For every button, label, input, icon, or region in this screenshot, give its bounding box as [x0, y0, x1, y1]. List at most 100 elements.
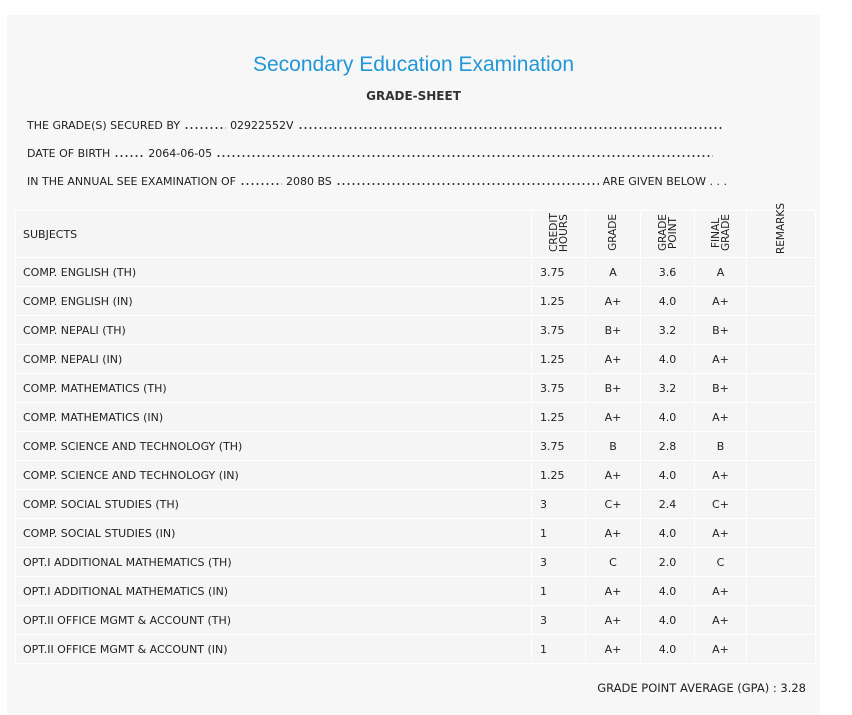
- grade-cell: 1.25: [531, 286, 586, 317]
- grade-cell: 3: [531, 489, 586, 520]
- remarks-cell: [746, 373, 816, 404]
- info-value: 2064-06-05: [148, 147, 213, 160]
- column-header: GRADE POINT: [640, 209, 695, 259]
- grade-cell: A+: [585, 286, 641, 317]
- grade-cell: 1.25: [531, 402, 586, 433]
- grade-cell: B+: [694, 315, 747, 346]
- grade-cell: A+: [585, 576, 641, 607]
- table-row: COMP. SCIENCE AND TECHNOLOGY (TH) 3.75 B 2.…: [15, 431, 816, 462]
- table-row: COMP. SOCIAL STUDIES (TH) 3 C+ 2.4 C+: [15, 489, 816, 520]
- info-value: 2080 BS: [285, 175, 332, 188]
- remarks-cell: [746, 518, 816, 549]
- subject-cell: OPT.I ADDITIONAL MATHEMATICS (IN): [15, 576, 532, 607]
- subject-cell: COMP. SOCIAL STUDIES (IN): [15, 518, 532, 549]
- column-header-text: CREDIT HOURS: [547, 213, 570, 252]
- grade-table: SUBJECTS CREDIT HOURS GRADE GRADE POINT FINA…: [15, 203, 816, 665]
- column-header: CREDIT HOURS: [531, 209, 586, 259]
- grade-cell: C: [585, 547, 641, 578]
- table-row: COMP. NEPALI (IN) 1.25 A+ 4.0 A+: [15, 344, 816, 375]
- subject-cell: COMP. MATHEMATICS (TH): [15, 373, 532, 404]
- subject-cell: COMP. ENGLISH (TH): [15, 257, 532, 288]
- table-body: COMP. ENGLISH (TH) 3.75 A 3.6 A COMP. ENGLISH…: [15, 257, 816, 665]
- grade-cell: A+: [694, 344, 747, 375]
- grade-cell: 3: [531, 605, 586, 636]
- dots: [297, 127, 723, 129]
- grade-sheet-panel: Secondary Education Examination GRADE-SH…: [7, 15, 820, 715]
- remarks-cell: [746, 257, 816, 288]
- subject-cell: COMP. SCIENCE AND TECHNOLOGY (IN): [15, 460, 532, 491]
- dots: [184, 127, 227, 129]
- column-header-text: FINAL GRADE: [709, 214, 732, 251]
- grade-cell: A+: [694, 605, 747, 636]
- table-row: OPT.II OFFICE MGMT & ACCOUNT (TH) 3 A+ 4.0 A…: [15, 605, 816, 636]
- table-row: COMP. ENGLISH (TH) 3.75 A 3.6 A: [15, 257, 816, 288]
- grade-cell: 4.0: [640, 344, 695, 375]
- grade-cell: A+: [585, 402, 641, 433]
- grade-cell: B: [694, 431, 747, 462]
- column-header: GRADE: [585, 209, 641, 259]
- grade-cell: C: [694, 547, 747, 578]
- info-suffix: ARE GIVEN BELOW . . .: [602, 175, 727, 188]
- subject-cell: COMP. ENGLISH (IN): [15, 286, 532, 317]
- grade-cell: C+: [694, 489, 747, 520]
- remarks-cell: [746, 431, 816, 462]
- remarks-cell: [746, 315, 816, 346]
- table-row: OPT.I ADDITIONAL MATHEMATICS (TH) 3 C 2.0 C: [15, 547, 816, 578]
- column-header: SUBJECTS: [15, 209, 532, 259]
- header-row: SUBJECTS CREDIT HOURS GRADE GRADE POINT FINA…: [15, 203, 816, 259]
- grade-cell: B+: [585, 373, 641, 404]
- info-line: IN THE ANNUAL SEE EXAMINATION OF 2080 BS…: [27, 175, 727, 188]
- grade-cell: 3.75: [531, 431, 586, 462]
- column-header-text: REMARKS: [775, 203, 787, 255]
- grade-cell: A+: [585, 344, 641, 375]
- subject-cell: OPT.I ADDITIONAL MATHEMATICS (TH): [15, 547, 532, 578]
- grade-cell: 2.0: [640, 547, 695, 578]
- grade-cell: A+: [694, 518, 747, 549]
- dots: [335, 183, 599, 185]
- remarks-cell: [746, 286, 816, 317]
- info-label: IN THE ANNUAL SEE EXAMINATION OF: [27, 175, 236, 188]
- grade-cell: 3.75: [531, 373, 586, 404]
- grade-cell: A: [585, 257, 641, 288]
- grade-cell: 1.25: [531, 460, 586, 491]
- grade-cell: C+: [585, 489, 641, 520]
- grade-cell: A+: [694, 286, 747, 317]
- subject-cell: OPT.II OFFICE MGMT & ACCOUNT (IN): [15, 634, 532, 665]
- grade-cell: 4.0: [640, 518, 695, 549]
- column-header: FINAL GRADE: [694, 209, 747, 259]
- grade-cell: B+: [694, 373, 747, 404]
- info-value: 02922552V: [230, 119, 294, 132]
- info-line: DATE OF BIRTH 2064-06-05: [27, 147, 717, 160]
- grade-cell: 1.25: [531, 344, 586, 375]
- grade-cell: A+: [585, 460, 641, 491]
- grade-cell: 3.75: [531, 257, 586, 288]
- subject-cell: COMP. SCIENCE AND TECHNOLOGY (TH): [15, 431, 532, 462]
- grade-cell: 3.2: [640, 373, 695, 404]
- remarks-cell: [746, 402, 816, 433]
- grade-cell: 1: [531, 634, 586, 665]
- grade-cell: 4.0: [640, 576, 695, 607]
- grade-cell: 3: [531, 547, 586, 578]
- table-row: COMP. SCIENCE AND TECHNOLOGY (IN) 1.25 A+ 4…: [15, 460, 816, 491]
- table-row: COMP. SOCIAL STUDIES (IN) 1 A+ 4.0 A+: [15, 518, 816, 549]
- table-row: COMP. ENGLISH (IN) 1.25 A+ 4.0 A+: [15, 286, 816, 317]
- grade-cell: A+: [694, 576, 747, 607]
- grade-cell: B+: [585, 315, 641, 346]
- remarks-cell: [746, 344, 816, 375]
- column-header: REMARKS: [746, 203, 816, 259]
- grade-cell: 4.0: [640, 605, 695, 636]
- subject-cell: COMP. NEPALI (IN): [15, 344, 532, 375]
- remarks-cell: [746, 547, 816, 578]
- grade-cell: 3.75: [531, 315, 586, 346]
- grade-cell: A+: [694, 634, 747, 665]
- subject-cell: COMP. SOCIAL STUDIES (TH): [15, 489, 532, 520]
- grade-cell: B: [585, 431, 641, 462]
- grade-cell: 4.0: [640, 460, 695, 491]
- remarks-cell: [746, 634, 816, 665]
- dots: [239, 183, 282, 185]
- remarks-cell: [746, 576, 816, 607]
- remarks-cell: [746, 489, 816, 520]
- subject-cell: COMP. NEPALI (TH): [15, 315, 532, 346]
- grade-cell: 4.0: [640, 286, 695, 317]
- dots: [114, 155, 145, 157]
